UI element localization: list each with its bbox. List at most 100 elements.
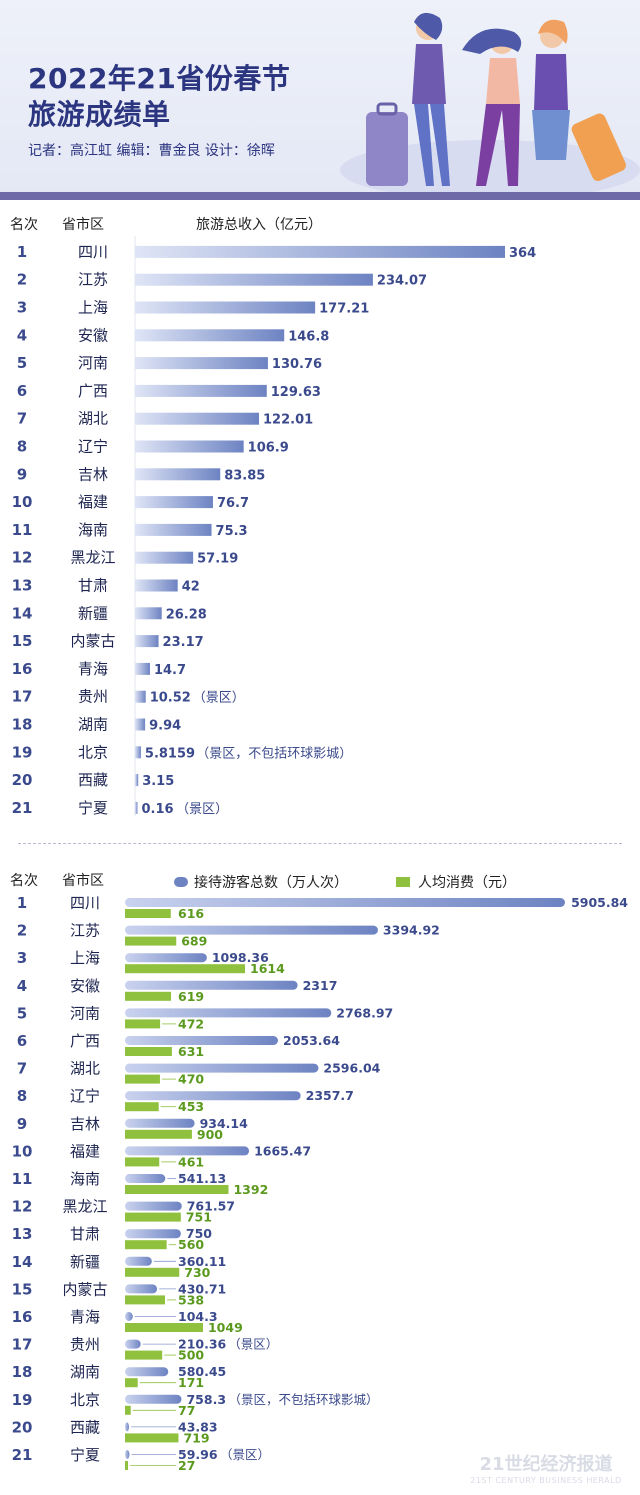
spending-bar: [125, 1157, 160, 1167]
visitors-value-label: 750: [186, 1226, 212, 1241]
spending-value-label: 560: [178, 1237, 204, 1252]
spending-value-label: 538: [178, 1292, 204, 1307]
visitors-bar: [125, 1091, 301, 1101]
region-label: 上海: [70, 949, 100, 967]
revenue-bar: [135, 523, 212, 536]
visitors-bar: [125, 1394, 182, 1404]
rank-label: 8: [17, 438, 27, 456]
region-label: 江苏: [78, 271, 108, 289]
revenue-bar: [135, 245, 505, 258]
spending-value-label: 453: [178, 1099, 204, 1114]
rank-label: 5: [17, 354, 27, 372]
spending-value-label: 1049: [208, 1320, 243, 1335]
rank-label: 6: [17, 1032, 27, 1050]
region-label: 广西: [78, 382, 108, 400]
visitors-bar: [125, 1450, 130, 1459]
rank-label: 19: [12, 1391, 33, 1409]
visitors-bar: [125, 1367, 169, 1377]
region-label: 黑龙江: [70, 549, 115, 567]
region-label: 内蒙古: [62, 1280, 107, 1298]
region-label: 河南: [70, 1004, 100, 1022]
spending-bar: [125, 1129, 192, 1139]
visitors-value-label: 210.36: [178, 1337, 227, 1352]
rank-label: 2: [17, 271, 27, 289]
revenue-value-label: 42: [182, 580, 200, 595]
region-label: 福建: [70, 1142, 100, 1160]
rank-label: 8: [17, 1087, 27, 1105]
revenue-bar-chart: 1 四川 364 2 江苏 234.07 3 上海 177.21 4 安徽 146.8 5 河南 130.7…: [12, 236, 536, 817]
visitors-value-label: 1098.36: [212, 950, 269, 965]
visitors-bar: [125, 1174, 166, 1183]
visitors-spending-legend: 接待游客总数（万人次） 人均消费（元）: [174, 874, 516, 891]
visitors-bar: [125, 1229, 181, 1239]
visitors-bar: [125, 1284, 158, 1294]
region-label: 河南: [78, 354, 108, 372]
visitors-bar: [125, 1036, 279, 1045]
rank-label: 11: [12, 521, 33, 539]
rank-label: 14: [12, 1253, 33, 1271]
revenue-value-label: 106.9: [248, 441, 289, 456]
rank-label: 13: [12, 577, 33, 595]
spending-bar: [125, 1267, 180, 1277]
revenue-bar: [135, 551, 194, 564]
rank-label: 3: [17, 949, 27, 967]
region-label: 四川: [70, 894, 100, 912]
revenue-value-label: 129.63: [271, 385, 321, 400]
visitors-value-label: 104.3: [178, 1309, 218, 1324]
region-label: 内蒙古: [70, 632, 115, 650]
spending-value-label: 77: [178, 1403, 195, 1418]
region-label: 湖北: [70, 1060, 100, 1078]
travelers-illustration: [340, 12, 640, 192]
spending-value-label: 1614: [250, 961, 285, 976]
region-label: 甘肃: [70, 1225, 100, 1243]
revenue-value-label: 177.21: [319, 302, 369, 317]
legend-label-visitors: 接待游客总数（万人次）: [194, 874, 348, 891]
spending-bar: [125, 1378, 138, 1388]
region-label: 海南: [70, 1170, 100, 1188]
revenue-value-label: 122.01: [263, 413, 313, 428]
revenue-value-label: 364: [509, 246, 536, 261]
spending-value-label: 171: [178, 1375, 204, 1390]
visitors-value-label: 2317: [303, 978, 338, 993]
region-label: 四川: [78, 243, 108, 261]
rank-label: 10: [12, 493, 33, 511]
rank-label: 21: [12, 799, 33, 817]
revenue-bar: [135, 635, 159, 648]
rank-label: 11: [12, 1170, 33, 1188]
spending-value-label: 27: [178, 1458, 195, 1473]
revenue-value-label: 5.8159: [145, 746, 195, 761]
revenue-value-label: 23.17: [163, 635, 204, 650]
visitors-bar: [125, 898, 565, 907]
spending-bar: [125, 1019, 161, 1029]
revenue-bar: [135, 774, 139, 787]
spending-value-label: 631: [178, 1044, 204, 1059]
region-label: 宁夏: [70, 1446, 100, 1464]
spending-bar: [125, 1461, 128, 1470]
revenue-bar: [135, 357, 268, 370]
revenue-bar: [135, 690, 146, 703]
revenue-note-label: （景区）: [193, 691, 245, 706]
spending-value-label: 619: [178, 989, 204, 1004]
revenue-bar: [135, 412, 260, 425]
revenue-bar: [135, 301, 316, 314]
rank-label: 7: [17, 1060, 27, 1078]
revenue-bar: [135, 662, 150, 675]
revenue-value-label: 0.16: [142, 802, 174, 817]
rank-label: 20: [12, 1418, 33, 1436]
rank-label: 13: [12, 1225, 33, 1243]
region-label: 贵州: [70, 1336, 100, 1354]
visitors-value-label: 2596.04: [323, 1061, 380, 1076]
region-label: 湖南: [70, 1363, 100, 1381]
region-label: 吉林: [78, 465, 108, 483]
region-label: 甘肃: [78, 577, 108, 595]
revenue-value-label: 26.28: [166, 607, 207, 622]
revenue-note-label: （景区）: [176, 802, 228, 817]
section-divider: [18, 843, 622, 844]
rank-label: 21: [12, 1446, 33, 1464]
region-label: 湖南: [78, 716, 108, 734]
rank-label: 17: [12, 688, 33, 706]
rank-label: 10: [12, 1142, 33, 1160]
rank-label: 16: [12, 660, 33, 678]
rank-label: 6: [17, 382, 27, 400]
visitors-note-label: （景区）: [228, 1337, 278, 1352]
